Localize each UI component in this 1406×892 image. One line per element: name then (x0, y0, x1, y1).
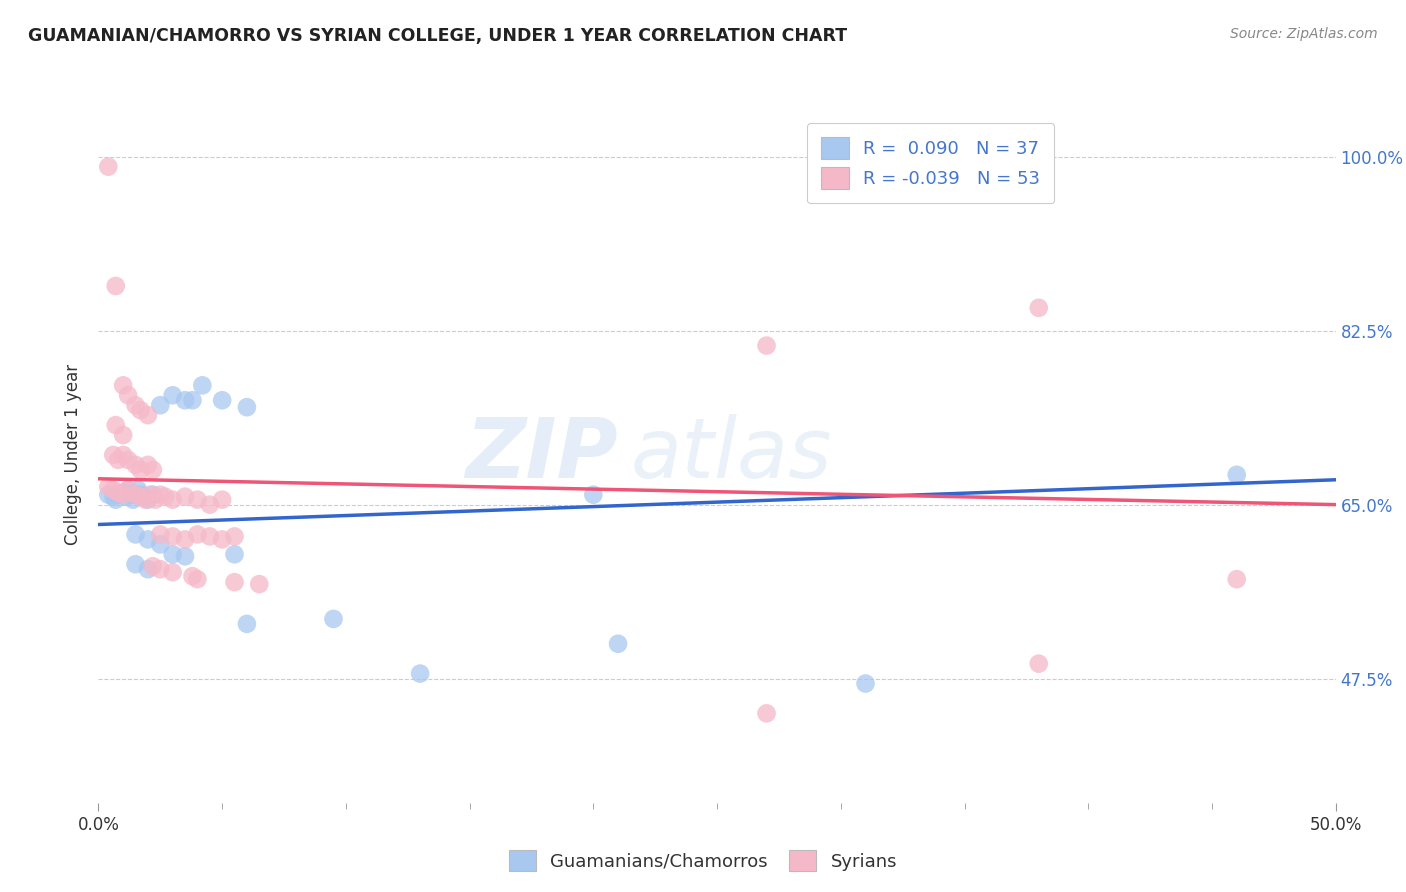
Point (129, 488, 152, 502)
Point (117, 453, 139, 467)
Point (142, 463, 165, 477)
Point (224, 575, 246, 590)
Point (174, 549, 197, 564)
Point (124, 488, 146, 502)
Point (582, 488, 605, 502)
Point (129, 490, 152, 504)
Y-axis label: College, Under 1 year: College, Under 1 year (65, 364, 83, 546)
Point (117, 388, 139, 402)
Point (162, 529, 184, 543)
Point (755, 338, 778, 352)
Point (104, 418, 127, 433)
Point (112, 485, 135, 500)
Point (107, 488, 129, 502)
Point (134, 492, 156, 507)
Point (149, 398, 172, 412)
Point (155, 490, 177, 504)
Point (124, 527, 146, 541)
Point (149, 537, 172, 551)
Point (322, 612, 344, 626)
Point (186, 492, 208, 507)
Point (174, 490, 197, 504)
Point (143, 492, 166, 507)
Point (124, 488, 146, 502)
Point (107, 485, 129, 500)
Point (124, 458, 146, 472)
Point (129, 403, 152, 417)
Text: GUAMANIAN/CHAMORRO VS SYRIAN COLLEGE, UNDER 1 YEAR CORRELATION CHART: GUAMANIAN/CHAMORRO VS SYRIAN COLLEGE, UN… (28, 27, 848, 45)
Point (136, 458, 159, 472)
Point (162, 388, 184, 402)
Point (107, 453, 129, 467)
Text: ZIP: ZIP (465, 415, 619, 495)
Point (112, 378, 135, 392)
Point (211, 533, 233, 547)
Point (149, 527, 172, 541)
Point (409, 666, 432, 681)
Point (149, 562, 172, 576)
Point (114, 490, 136, 504)
Point (117, 483, 139, 497)
Point (247, 577, 270, 591)
Point (174, 533, 197, 547)
Point (142, 559, 165, 574)
Point (181, 393, 204, 408)
Point (1226, 572, 1249, 586)
Point (136, 533, 159, 547)
Point (224, 529, 246, 543)
Point (1028, 657, 1050, 671)
Point (211, 492, 233, 507)
Point (97, 480, 120, 494)
Point (124, 558, 146, 572)
Point (198, 529, 221, 543)
Point (191, 378, 214, 392)
Point (186, 527, 208, 541)
Point (124, 398, 146, 412)
Point (112, 448, 135, 462)
Point (224, 547, 246, 561)
Point (97, 488, 120, 502)
Point (1028, 301, 1050, 315)
Point (198, 498, 221, 512)
Point (120, 488, 142, 502)
Text: Source: ZipAtlas.com: Source: ZipAtlas.com (1230, 27, 1378, 41)
Point (236, 401, 259, 415)
Point (142, 488, 165, 502)
Legend: Guamanians/Chamorros, Syrians: Guamanians/Chamorros, Syrians (502, 843, 904, 879)
Point (104, 492, 127, 507)
Point (112, 488, 135, 502)
Point (103, 483, 125, 497)
Point (1226, 467, 1249, 482)
Point (136, 408, 159, 422)
Point (236, 616, 259, 631)
Point (149, 488, 172, 502)
Point (112, 428, 135, 442)
Legend: R =  0.090   N = 37, R = -0.039   N = 53: R = 0.090 N = 37, R = -0.039 N = 53 (807, 123, 1054, 203)
Point (139, 488, 162, 502)
Point (132, 490, 155, 504)
Point (103, 448, 125, 462)
Point (129, 463, 152, 477)
Point (607, 637, 630, 651)
Point (122, 492, 145, 507)
Point (186, 572, 208, 586)
Point (162, 565, 184, 579)
Point (162, 492, 184, 507)
Text: atlas: atlas (630, 415, 832, 495)
Point (136, 562, 159, 576)
Point (104, 279, 127, 293)
Point (136, 492, 159, 507)
Point (117, 483, 139, 497)
Point (97, 160, 120, 174)
Point (855, 676, 877, 690)
Point (211, 393, 233, 408)
Point (127, 483, 149, 497)
Point (162, 547, 184, 561)
Point (181, 569, 204, 583)
Point (103, 490, 125, 504)
Point (755, 706, 778, 721)
Point (174, 393, 197, 408)
